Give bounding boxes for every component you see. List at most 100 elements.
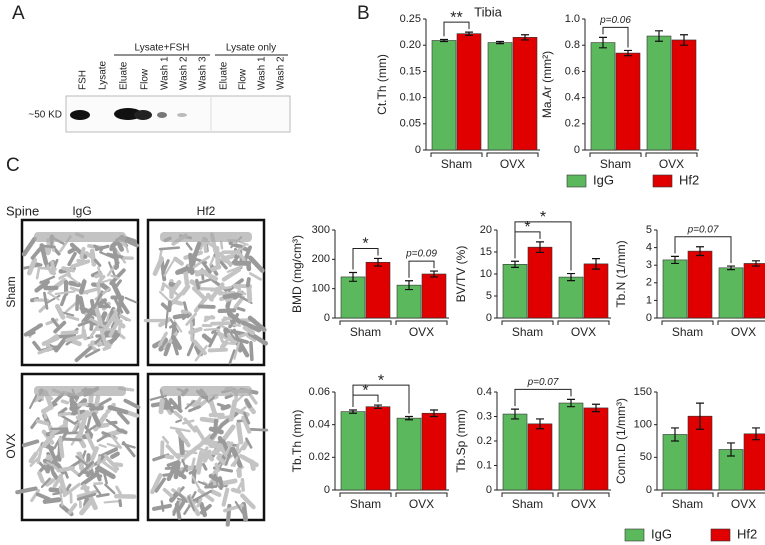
trabecula xyxy=(161,259,170,275)
trabecula xyxy=(84,423,99,434)
category-bracket xyxy=(661,492,714,497)
trabecula xyxy=(113,260,120,270)
trabecula xyxy=(94,272,103,279)
y-tick-label: 0.25 xyxy=(400,13,421,25)
y-tick-label: 0.4 xyxy=(477,386,492,398)
trabecula xyxy=(192,489,213,502)
error-bar xyxy=(349,271,357,282)
error-bar xyxy=(496,40,504,45)
trabecula xyxy=(124,296,138,304)
trabecula xyxy=(76,402,89,407)
column-label: Hf2 xyxy=(197,204,216,218)
trabecula xyxy=(163,342,171,357)
trabecula xyxy=(42,497,62,504)
trabecula xyxy=(241,415,252,434)
bar xyxy=(662,434,688,491)
error-bar xyxy=(511,408,519,420)
trabecula xyxy=(230,487,242,494)
x-tick-label: Sham xyxy=(441,157,472,171)
bar xyxy=(421,412,447,491)
legend-label: IgG xyxy=(593,172,614,187)
trabecula xyxy=(77,410,90,420)
significance-bracket xyxy=(514,388,572,407)
group-header: Lysate+FSH xyxy=(135,43,190,54)
y-tick-label: 15 xyxy=(480,246,492,258)
y-tick-label: 100 xyxy=(634,419,652,431)
trabecula xyxy=(61,266,76,273)
trabecula xyxy=(52,492,61,496)
significance-bracket xyxy=(602,26,629,48)
category-bracket xyxy=(717,492,765,497)
bar xyxy=(718,267,744,319)
category-bracket xyxy=(661,320,714,325)
trabecula xyxy=(30,489,40,503)
annotation: p=0.09 xyxy=(405,249,437,260)
trabecula xyxy=(60,399,70,405)
bar xyxy=(646,35,672,151)
trabecula xyxy=(207,396,218,418)
trabecula xyxy=(163,259,175,277)
trabecula xyxy=(216,328,225,344)
trabecula xyxy=(58,436,65,459)
trabecula xyxy=(104,483,116,495)
significance-bracket xyxy=(408,260,435,278)
trabecula xyxy=(181,450,192,463)
trabecula xyxy=(175,266,190,276)
trabecula xyxy=(93,481,104,486)
trabecula xyxy=(228,332,249,342)
trabecula xyxy=(194,344,208,362)
error-bar xyxy=(567,398,575,408)
trabecula xyxy=(218,476,224,489)
trabecula xyxy=(219,257,228,264)
trabecula xyxy=(235,293,248,302)
trabecula xyxy=(210,321,231,326)
trabecula xyxy=(59,413,77,426)
lane-label: Wash 2 xyxy=(179,56,190,90)
trabecula xyxy=(195,278,201,290)
bar xyxy=(456,33,482,151)
trabecula xyxy=(169,280,182,295)
error-bar xyxy=(592,258,600,270)
error-bar xyxy=(521,34,529,41)
y-tick-label: 0.4 xyxy=(565,92,580,104)
trabecula xyxy=(235,421,244,445)
lane-label: Flow xyxy=(238,68,249,90)
trabecula xyxy=(195,287,217,291)
trabecula xyxy=(240,454,259,468)
cortex xyxy=(34,386,126,396)
y-tick-label: 0.04 xyxy=(309,419,330,431)
band xyxy=(70,110,90,120)
bar xyxy=(590,42,616,151)
trabecula xyxy=(191,286,208,302)
trabecula xyxy=(244,398,252,409)
trabecula xyxy=(76,258,86,264)
trabecula xyxy=(224,441,234,456)
trabecula xyxy=(223,327,229,338)
y-tick-label: 0.05 xyxy=(400,118,421,130)
trabecula xyxy=(219,240,224,250)
trabecula xyxy=(91,412,102,428)
trabecula xyxy=(236,290,247,296)
y-tick-label: 0.2 xyxy=(477,435,492,447)
trabecula xyxy=(222,292,240,300)
error-bar xyxy=(592,403,600,413)
y-tick-label: 10 xyxy=(480,268,492,280)
trabecula xyxy=(209,253,216,267)
trabecula xyxy=(35,492,51,501)
band xyxy=(134,110,152,120)
bar xyxy=(396,284,422,319)
trabecula xyxy=(183,504,191,515)
error-bar xyxy=(680,34,688,46)
trabecula xyxy=(199,503,212,515)
trabecula xyxy=(115,485,122,496)
trabecula xyxy=(243,411,251,425)
bar xyxy=(431,40,457,151)
trabecula xyxy=(245,277,251,288)
trabecula xyxy=(225,327,237,341)
error-bar xyxy=(671,427,679,442)
trabecula xyxy=(234,306,246,312)
category-bracket xyxy=(430,152,483,157)
annotation: * xyxy=(362,236,368,253)
trabecula xyxy=(235,337,249,344)
